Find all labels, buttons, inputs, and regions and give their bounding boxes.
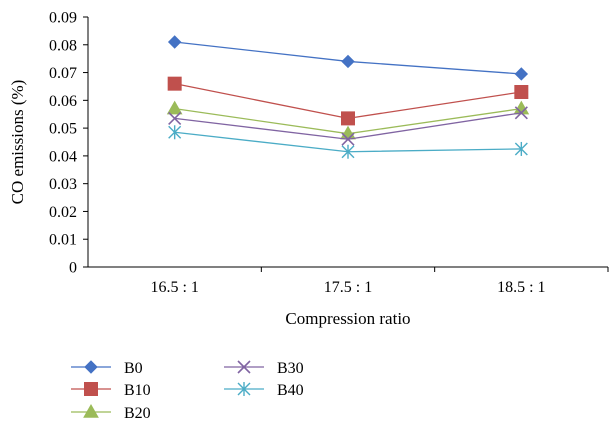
y-tick-labels: 0 0.01 0.02 0.03 0.04 0.05 0.06 0.07 0.08 0.09 [49, 10, 77, 277]
series-b10 [167, 76, 529, 126]
data-point [514, 85, 529, 99]
legend-item-b10: B10 [71, 382, 151, 399]
x-tick-label: 17.5 : 1 [324, 279, 372, 296]
legend-label: B10 [124, 382, 151, 399]
legend-label: B40 [277, 382, 304, 399]
legend-marker [83, 403, 99, 418]
legend-marker [237, 360, 251, 374]
data-point [168, 111, 182, 125]
x-axis-label: Compression ratio [285, 309, 410, 328]
legend-marker [84, 382, 98, 396]
y-tick-label: 0.09 [49, 10, 77, 27]
legend-item-b0: B0 [71, 360, 143, 377]
legend-item-b30: B30 [224, 360, 304, 377]
data-point [514, 67, 529, 81]
data-point [341, 132, 355, 146]
x-tick-label: 18.5 : 1 [497, 279, 545, 296]
y-tick-label: 0.02 [49, 204, 77, 221]
legend-marker [84, 360, 98, 374]
x-tick-labels: 16.5 : 1 17.5 : 1 18.5 : 1 [150, 279, 545, 296]
data-point [514, 106, 528, 120]
y-tick-label: 0.01 [49, 232, 77, 249]
legend: B0 B10 B20 B30 B40 [71, 360, 304, 422]
legend-item-b40: B40 [224, 382, 304, 399]
y-tick-label: 0.03 [49, 176, 77, 193]
data-point [341, 111, 355, 126]
data-point [341, 54, 355, 69]
axes [83, 16, 609, 272]
data-point [168, 125, 182, 140]
series-b30 [168, 106, 528, 146]
series-group [166, 35, 530, 159]
series-b40 [168, 125, 528, 159]
y-tick-label: 0.07 [49, 65, 77, 82]
legend-label: B30 [277, 360, 304, 377]
data-point [514, 141, 528, 156]
x-tick-label: 16.5 : 1 [150, 279, 198, 296]
legend-marker [237, 382, 251, 396]
legend-label: B20 [124, 405, 151, 422]
y-tick-label: 0.04 [49, 148, 77, 165]
y-axis-label: CO emissions (%) [8, 80, 27, 205]
series-b0 [167, 35, 529, 81]
legend-label: B0 [124, 360, 143, 377]
data-point [341, 144, 355, 159]
y-tick-label: 0.05 [49, 121, 77, 138]
y-tick-label: 0.08 [49, 37, 77, 54]
legend-item-b20: B20 [71, 403, 151, 422]
data-point [167, 35, 182, 49]
y-tick-label: 0 [69, 260, 77, 277]
data-point [166, 100, 183, 115]
data-point [167, 76, 182, 91]
y-tick-label: 0.06 [49, 93, 77, 110]
